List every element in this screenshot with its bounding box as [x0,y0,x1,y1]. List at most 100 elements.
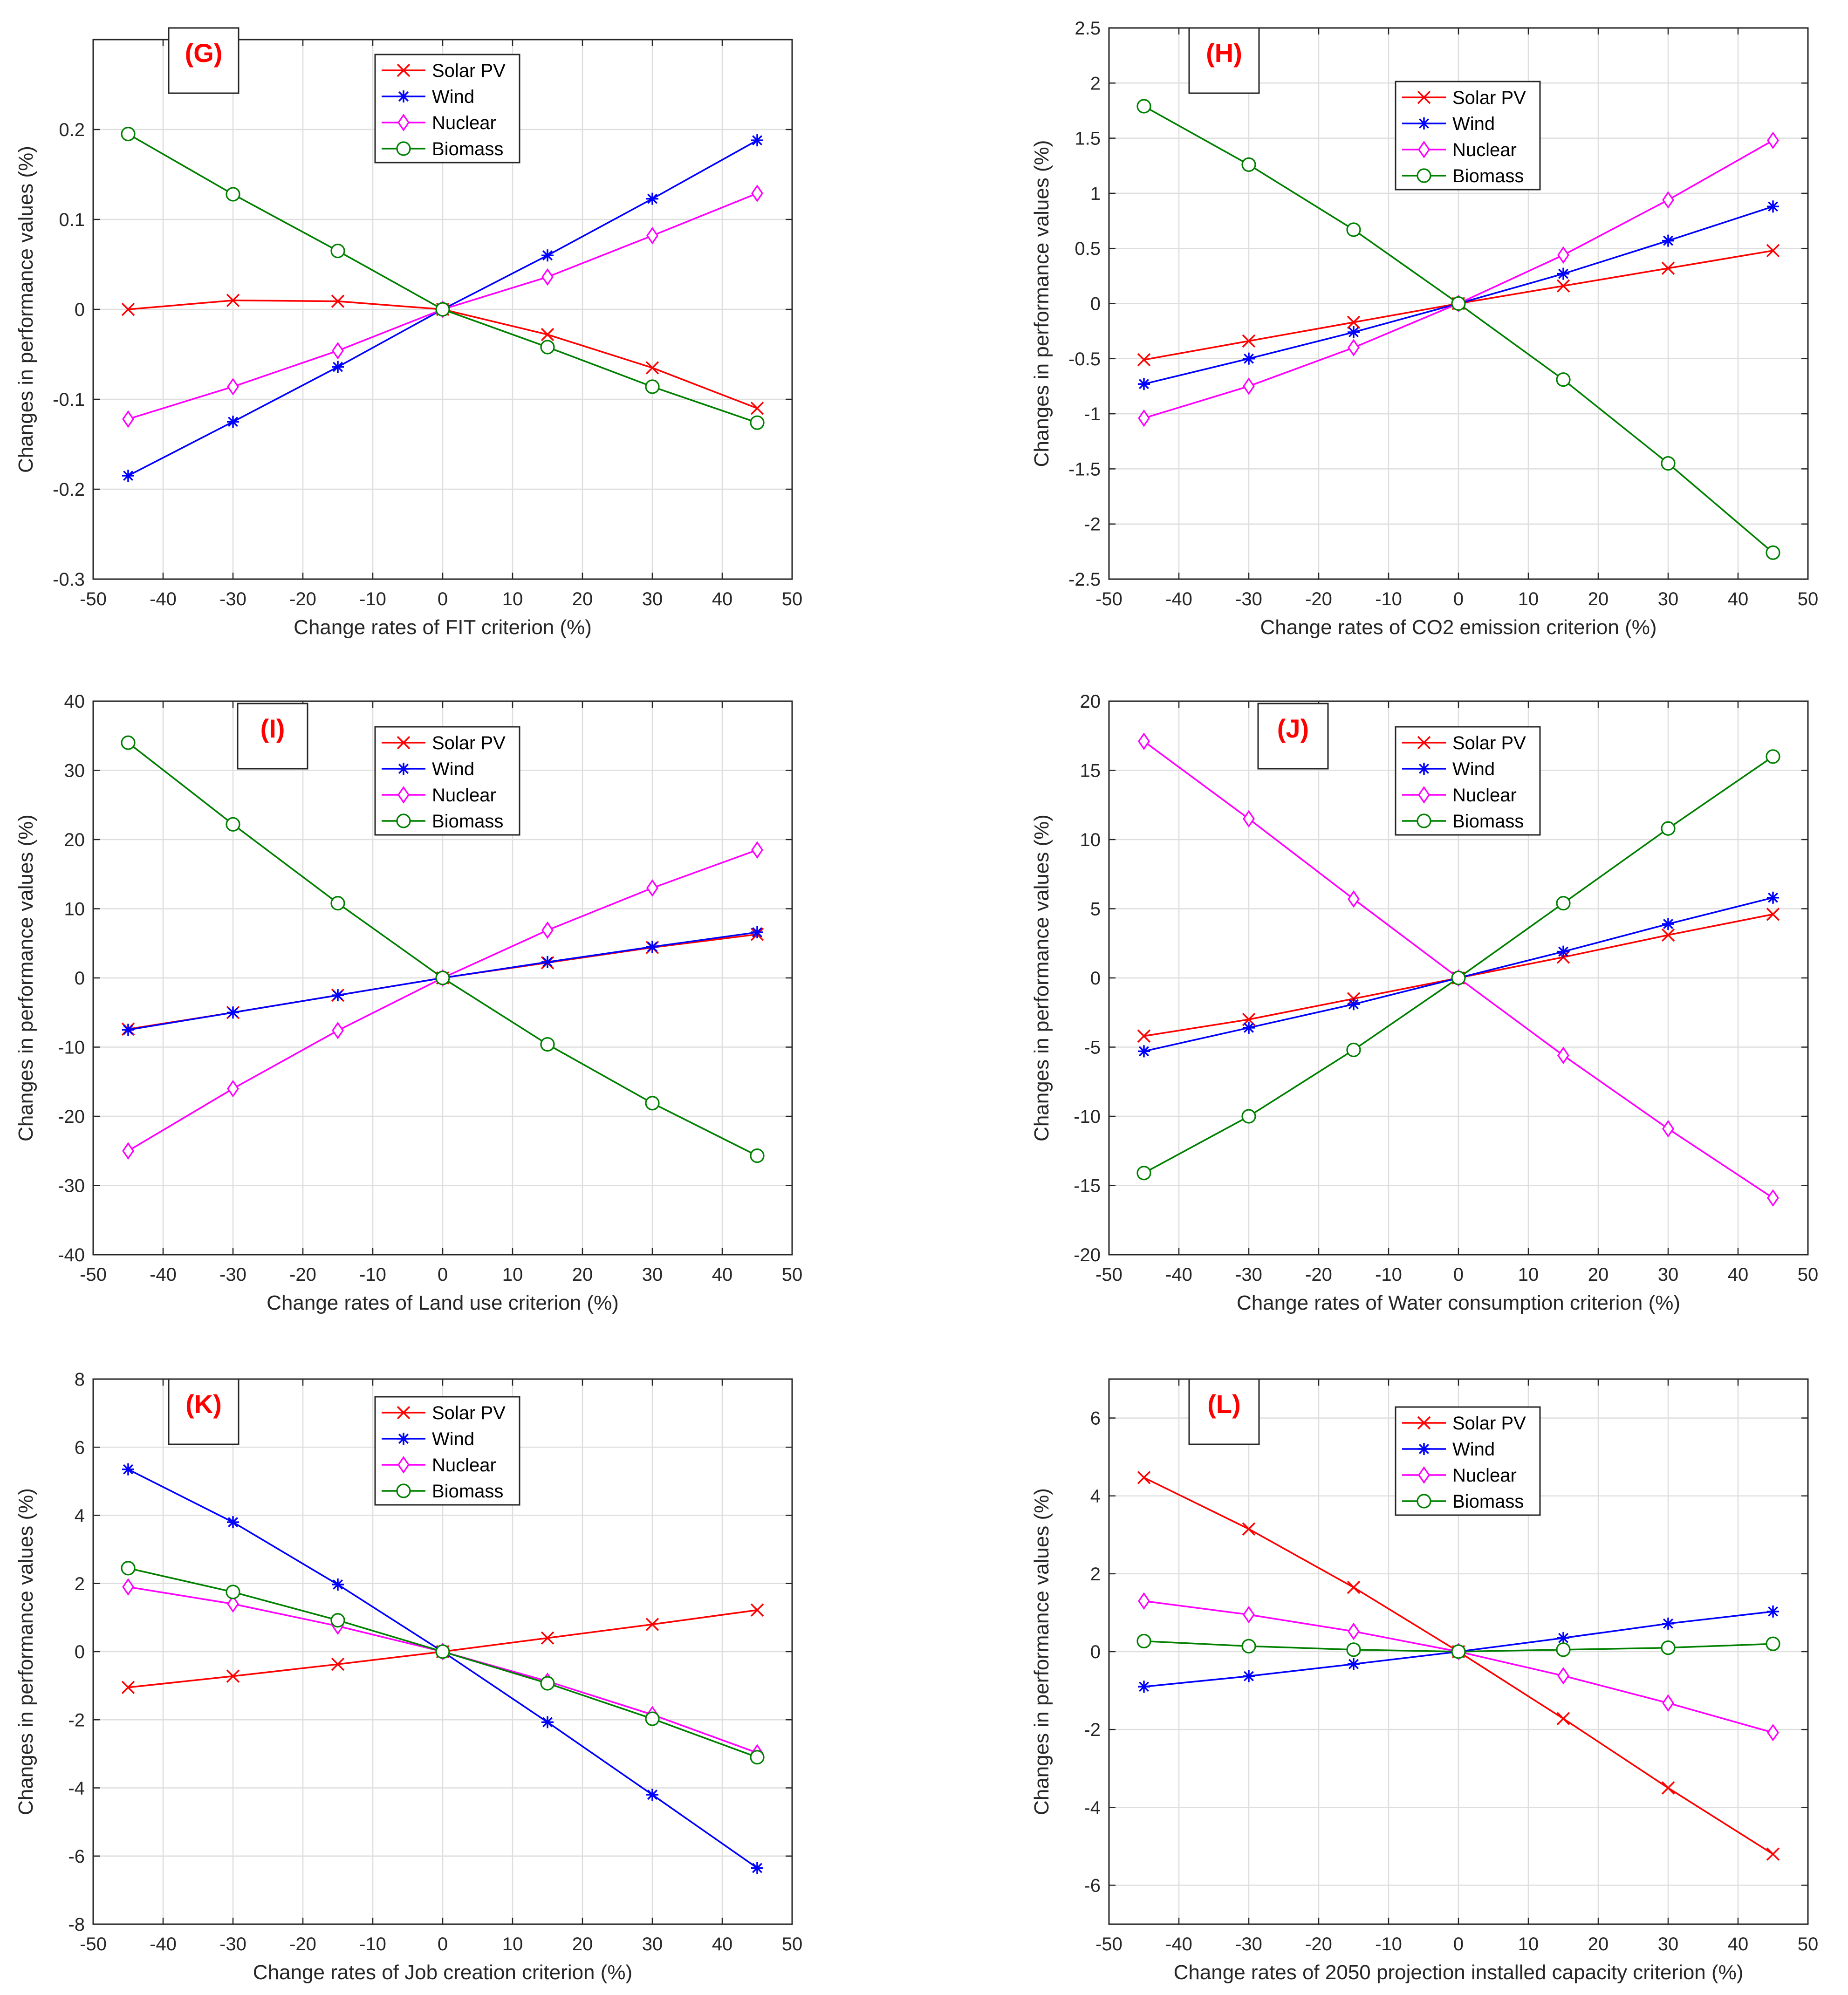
x-tick-label: -30 [1235,1264,1262,1285]
data-point-wind [541,956,554,968]
legend-entry-nuclear: Nuclear [432,1455,496,1476]
data-point-solar-pv [645,1618,659,1631]
data-point-wind [1348,326,1360,339]
y-tick-label: -1.5 [1068,459,1101,479]
data-point-biomass [330,243,345,259]
y-tick-label: -1 [1084,404,1101,424]
data-point-biomass [1136,1166,1151,1181]
chart-panel-3: -50 -40 -30 -20 -10 0 10 20 30 40 50-20-15-10-5051… [1030,691,1818,1314]
data-point-nuclear [1243,1606,1255,1624]
data-point-solar-pv [331,294,345,308]
data-point-biomass [121,1561,136,1576]
y-tick-label: -20 [58,1107,85,1127]
legend: Solar PV Wind Nuclear Biomass [1395,726,1541,836]
y-axis-label: Changes in performance values (%) [1030,814,1053,1141]
x-tick-label: 20 [572,1934,593,1954]
legend-marker-nuclear [1418,1466,1430,1484]
y-tick-label: 10 [1080,830,1101,850]
legend-marker-nuclear [397,786,410,804]
data-point-wind [541,1716,554,1729]
x-tick-label: 40 [712,589,733,609]
legend-marker-biomass [1417,1494,1431,1509]
x-tick-label: 40 [712,1934,733,1954]
data-point-nuclear [1348,1622,1360,1640]
legend-marker-nuclear [397,114,410,131]
x-tick-label: 30 [642,1264,663,1285]
data-point-solar-pv [1661,261,1675,275]
data-point-solar-pv [331,1657,345,1671]
axes-box [92,39,793,580]
y-tick-label: 0.5 [1075,239,1101,259]
data-point-biomass [750,415,765,430]
data-point-solar-pv [750,402,764,415]
x-tick-label: 0 [438,589,448,609]
data-point-biomass [226,1585,240,1599]
data-point-nuclear [646,226,658,245]
data-point-nuclear [332,1022,344,1039]
y-tick-label: 0.2 [59,120,85,140]
data-point-wind [751,926,763,938]
x-tick-label: 30 [642,589,663,609]
data-point-wind [1243,1021,1255,1034]
data-point-biomass [1661,1640,1676,1655]
data-point-wind [646,1789,658,1801]
data-point-wind [1138,1045,1150,1058]
data-point-wind [1662,234,1674,247]
x-tick-label: 0 [438,1934,448,1954]
axes-box [1108,700,1809,1256]
x-tick-label: 30 [1658,1264,1679,1285]
y-tick-label: 1.5 [1075,129,1101,149]
panel-label-box [168,27,240,94]
legend-marker-solar-pv [397,736,411,750]
x-tick-label: 0 [1453,1264,1464,1285]
data-point-wind [122,1463,134,1476]
y-tick-label: -6 [68,1846,85,1867]
x-tick-label: 30 [1658,1934,1679,1954]
x-tick-label: -10 [1375,1934,1402,1954]
x-tick-label: 50 [782,1934,803,1954]
y-tick-label: 4 [75,1506,85,1526]
data-point-wind [1348,1658,1360,1670]
chart-panel-4: -50 -40 -30 -20 -10 0 10 20 30 40 50-8-6-4-202468C… [14,1369,802,1984]
legend-entry-wind: Wind [1452,1439,1495,1460]
y-tick-label: -15 [1074,1176,1101,1196]
x-tick-label: 20 [1588,1264,1609,1285]
data-point-solar-pv [226,1669,240,1683]
data-point-solar-pv [750,1603,764,1617]
legend-entry-biomass: Biomass [1452,1491,1524,1512]
panel-label-box [237,703,308,770]
x-tick-label: -30 [219,1264,246,1285]
legend-entry-nuclear: Nuclear [432,785,496,806]
data-point-biomass [645,379,660,394]
legend-entry-biomass: Biomass [1452,811,1524,832]
panel-label: (K) [185,1389,222,1419]
legend-marker-wind [1418,1443,1430,1455]
y-tick-label: -2 [68,1710,85,1730]
legend-marker-biomass [396,813,411,828]
y-tick-label: 0 [1090,294,1101,314]
data-point-biomass [1766,1636,1780,1651]
data-point-solar-pv [541,328,554,342]
y-tick-label: -2 [1084,514,1101,535]
x-tick-label: 50 [782,589,803,609]
x-tick-label: -10 [1375,1264,1402,1285]
panel-label-box [1188,27,1260,94]
data-point-solar-pv [1242,334,1256,348]
data-point-nuclear [227,378,239,396]
y-tick-label: 0 [75,300,85,320]
data-point-wind [332,989,344,1002]
axes-box [1108,27,1809,580]
panel-label-box [1188,1378,1260,1445]
legend-marker-solar-pv [1417,90,1431,104]
data-point-solar-pv [1556,279,1570,293]
x-tick-label: 20 [572,1264,593,1285]
x-axis-label: Change rates of 2050 projection installe… [1174,1961,1744,1984]
data-point-biomass [1241,1639,1256,1653]
x-tick-label: 20 [1588,589,1609,609]
x-tick-label: -50 [1095,1934,1122,1954]
legend-entry-solar-pv: Solar PV [1452,733,1526,753]
data-point-nuclear [332,342,344,360]
legend-marker-solar-pv [1417,736,1431,750]
legend: Solar PV Wind Nuclear Biomass [374,726,520,836]
